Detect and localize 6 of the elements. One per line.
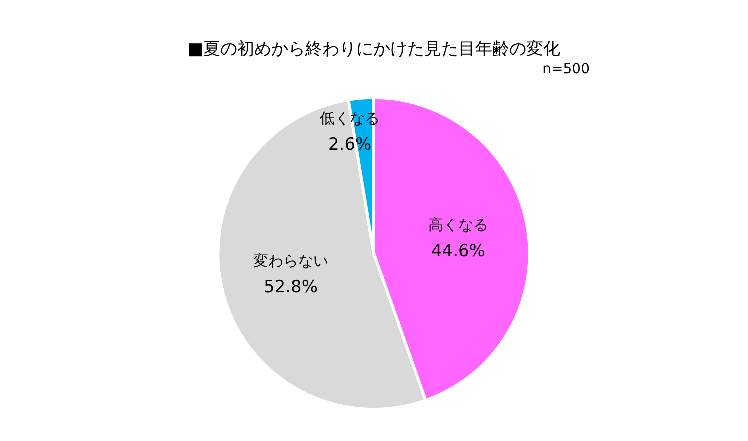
text: n=500 bbox=[542, 62, 590, 78]
slice-label: 高くなる bbox=[428, 216, 488, 234]
data-label: 44.6% bbox=[431, 242, 486, 262]
slice-label: 変わらない bbox=[254, 252, 328, 270]
chart-title: ■夏の初めから終わりにかけた見た目年齢の変化 bbox=[187, 40, 561, 60]
data-label: 52.8% bbox=[264, 277, 318, 298]
